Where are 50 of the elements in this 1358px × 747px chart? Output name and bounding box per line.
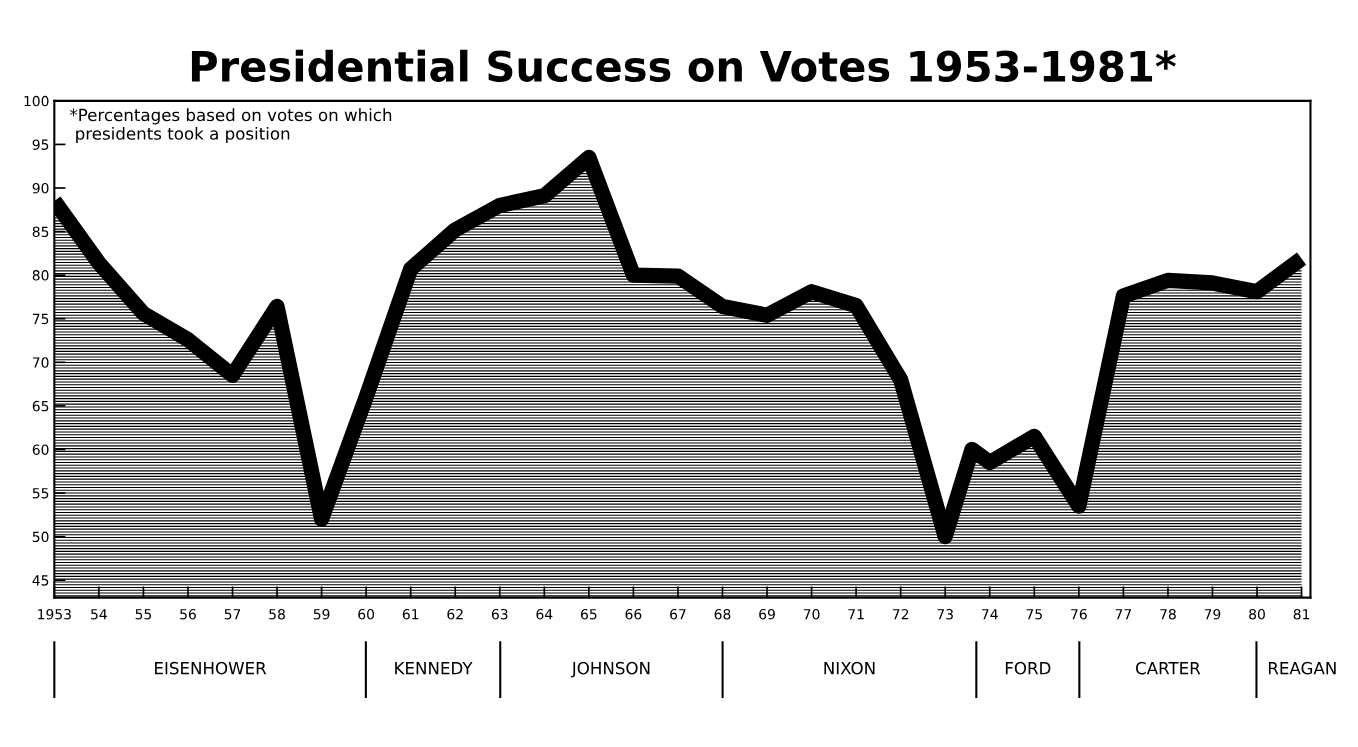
text: KENNEDY xyxy=(395,662,473,675)
x-tick-label: 70 xyxy=(803,608,820,620)
x-tick-label: 59 xyxy=(313,608,330,620)
x-tick-label: 64 xyxy=(536,608,553,620)
text: NIXON xyxy=(824,661,875,675)
x-tick-label: 57 xyxy=(224,609,241,620)
x-tick-label: 65 xyxy=(580,608,597,620)
y-tick-label: 70 xyxy=(32,357,49,368)
x-tick-label: 54 xyxy=(91,609,107,620)
x-tick-label: 68 xyxy=(714,608,731,620)
x-tick-label: 79 xyxy=(1204,608,1221,620)
x-tick-label: 73 xyxy=(937,608,953,620)
y-tick-label: 60 xyxy=(32,444,49,455)
x-tick-label: 74 xyxy=(982,609,998,620)
y-tick-label: 50 xyxy=(32,531,49,543)
y-tick-label: 75 xyxy=(32,313,49,325)
y-tick-label: 45 xyxy=(32,575,49,586)
y-tick-label: 55 xyxy=(32,488,49,499)
x-tick-label: 55 xyxy=(135,609,152,620)
x-tick-label: 81 xyxy=(1293,608,1310,620)
y-tick-label: 95 xyxy=(32,139,49,150)
x-tick-label: 1953 xyxy=(38,608,71,620)
x-tick-label: 61 xyxy=(402,608,419,620)
y-tick-label: 90 xyxy=(32,182,49,194)
x-tick-label: 78 xyxy=(1160,608,1176,620)
text: CARTER xyxy=(1135,661,1201,675)
x-tick-label: 56 xyxy=(180,608,196,620)
x-tick-label: 60 xyxy=(358,608,375,620)
annotation: *Percentages based on votes on which presidents took a position xyxy=(69,108,392,144)
y-tick-label: 65 xyxy=(32,400,49,412)
y-tick-label: 85 xyxy=(32,226,49,238)
x-tick-label: 77 xyxy=(1115,609,1132,620)
chart-title: Presidential Success on Votes 1953-1981* xyxy=(191,49,1176,82)
x-tick-label: 67 xyxy=(670,608,686,620)
x-tick-label: 62 xyxy=(447,608,463,620)
text: REAGAN xyxy=(1268,661,1336,675)
text: JOHNSON xyxy=(570,661,650,678)
x-tick-label: 75 xyxy=(1026,609,1042,620)
y-tick-label: 100 xyxy=(24,95,49,107)
x-tick-label: 63 xyxy=(491,608,508,620)
x-tick-label: 76 xyxy=(1071,608,1087,620)
x-tick-label: 69 xyxy=(759,608,775,620)
x-tick-label: 58 xyxy=(269,608,285,620)
text: FORD xyxy=(1005,661,1051,675)
x-tick-label: 71 xyxy=(848,609,864,620)
x-tick-label: 80 xyxy=(1249,608,1265,620)
y-tick-label: 80 xyxy=(32,270,49,281)
x-tick-label: 66 xyxy=(625,608,642,620)
text: EISENHOWER xyxy=(155,661,267,675)
x-tick-label: 72 xyxy=(892,608,909,620)
